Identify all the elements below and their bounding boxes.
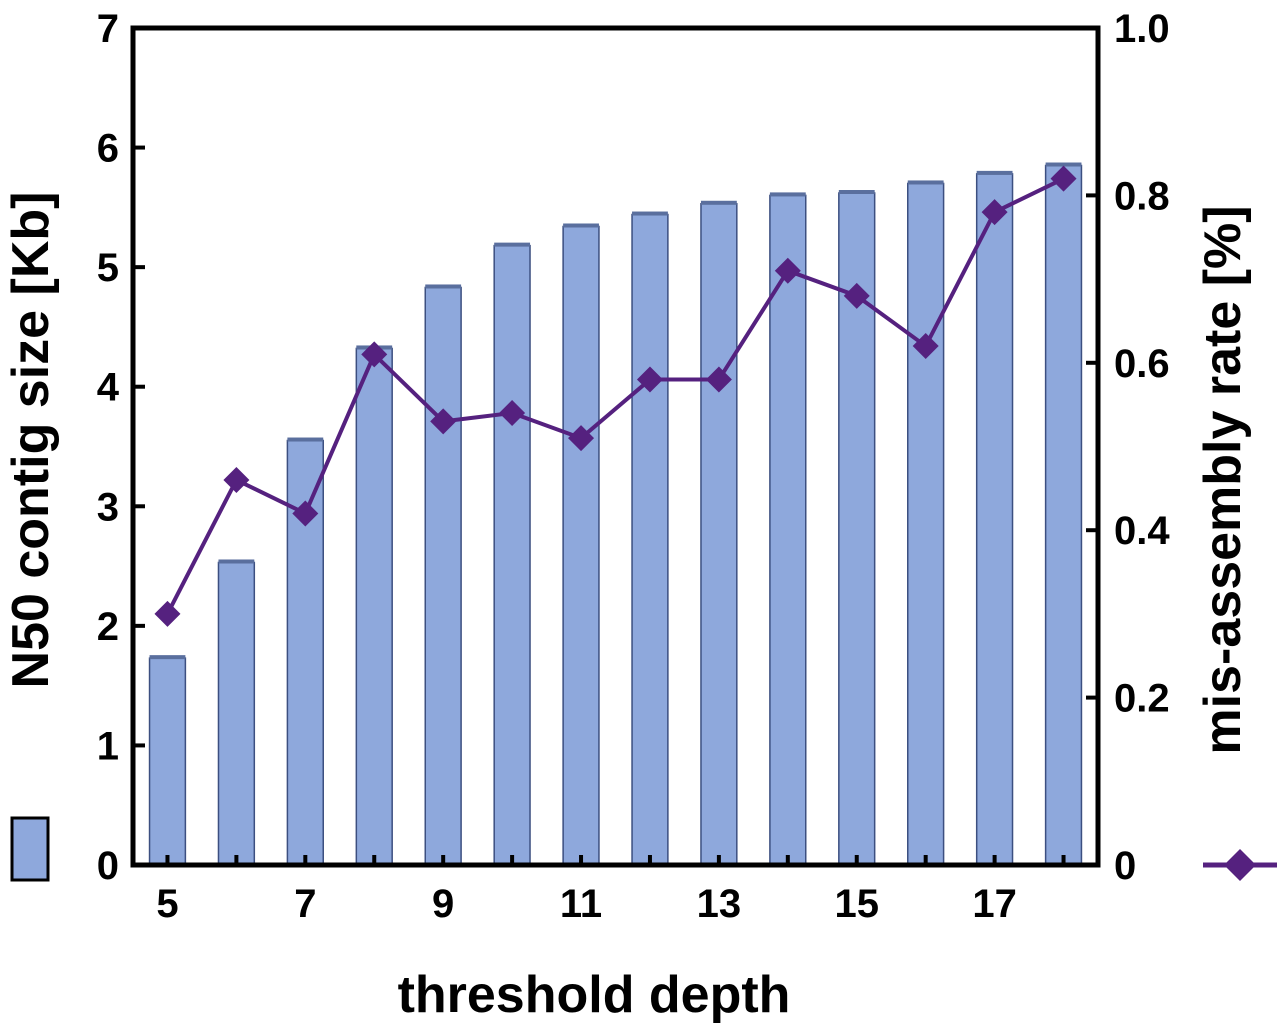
y-left-tick-label: 6 xyxy=(97,127,119,171)
bar xyxy=(631,213,669,866)
bar-cap xyxy=(218,559,255,564)
line-point xyxy=(499,400,526,427)
bar-cap xyxy=(632,211,668,216)
y-right-tick-label: 0.2 xyxy=(1114,677,1170,721)
y-right-tick-label: 0 xyxy=(1114,844,1136,888)
line-point xyxy=(981,199,1008,226)
bar xyxy=(1044,164,1083,866)
line-point xyxy=(636,366,663,393)
bar-cap xyxy=(907,180,944,185)
bar xyxy=(907,182,945,866)
line-point xyxy=(843,282,870,309)
tick-labels: 5 7 9 11 13 15 17 0 1 2 3 4 5 6 7 0 0.2 0.4 0.6 0.8 1.0 xyxy=(97,7,1171,926)
bar-cap xyxy=(1045,162,1082,167)
y-left-tick-label: 4 xyxy=(97,366,120,410)
x-tick-label: 13 xyxy=(697,882,742,926)
bar-cap xyxy=(425,284,462,289)
line-series xyxy=(154,165,1077,627)
line-point xyxy=(361,341,388,368)
y-left-tick-label: 5 xyxy=(97,246,119,290)
line-point xyxy=(292,500,319,527)
bar xyxy=(562,225,600,866)
x-tick-label: 17 xyxy=(972,882,1017,926)
bar-cap xyxy=(494,242,531,247)
y-left-tick-label: 0 xyxy=(97,844,119,888)
bar-series xyxy=(148,162,1083,866)
bar-cap xyxy=(769,192,806,197)
y-right-axis-title: mis-assembly rate [%] xyxy=(1194,205,1252,754)
bar xyxy=(148,657,187,866)
x-tick-label: 5 xyxy=(156,882,178,926)
legend-line-swatch xyxy=(1203,849,1277,881)
y-right-tick-label: 0.4 xyxy=(1114,509,1170,553)
y-left-tick-label: 7 xyxy=(97,7,119,51)
y-left-axis-title: N50 contig size [Kb] xyxy=(2,192,60,689)
x-tick-label: 7 xyxy=(294,882,316,926)
line-point xyxy=(430,408,457,435)
line-point xyxy=(912,333,939,360)
line-path xyxy=(165,176,1065,615)
y-right-tick-label: 0.8 xyxy=(1114,174,1170,218)
y-right-tick-label: 1.0 xyxy=(1114,7,1170,51)
plot-area xyxy=(130,25,1101,868)
x-tick-label: 11 xyxy=(560,882,602,926)
line-point xyxy=(223,466,250,493)
y-left-tick-label: 1 xyxy=(97,724,119,768)
bar-cap xyxy=(700,200,737,205)
bar xyxy=(355,347,393,866)
bar-cap xyxy=(838,190,875,195)
bar-cap xyxy=(563,223,599,228)
line-point xyxy=(154,600,181,627)
y-left-tick-label: 3 xyxy=(97,485,119,529)
bar xyxy=(975,173,1014,866)
bar-cap xyxy=(976,170,1013,175)
bar xyxy=(700,203,738,866)
line-point xyxy=(568,425,595,452)
x-tick-label: 9 xyxy=(432,882,454,926)
line-point xyxy=(1050,165,1077,192)
bar xyxy=(217,561,256,866)
line-point xyxy=(774,257,801,284)
bar xyxy=(424,286,462,866)
bar xyxy=(769,194,807,866)
bar-cap xyxy=(287,437,324,442)
y-left-tick-label: 2 xyxy=(97,605,119,649)
axis-ticks xyxy=(133,26,1098,867)
line-point xyxy=(705,366,732,393)
x-axis-title: threshold depth xyxy=(398,966,791,1024)
bar xyxy=(493,244,531,866)
legend-bar-swatch xyxy=(10,816,50,882)
y-right-tick-label: 0.6 xyxy=(1114,342,1170,386)
bar-cap xyxy=(149,655,186,660)
x-tick-label: 15 xyxy=(835,882,880,926)
